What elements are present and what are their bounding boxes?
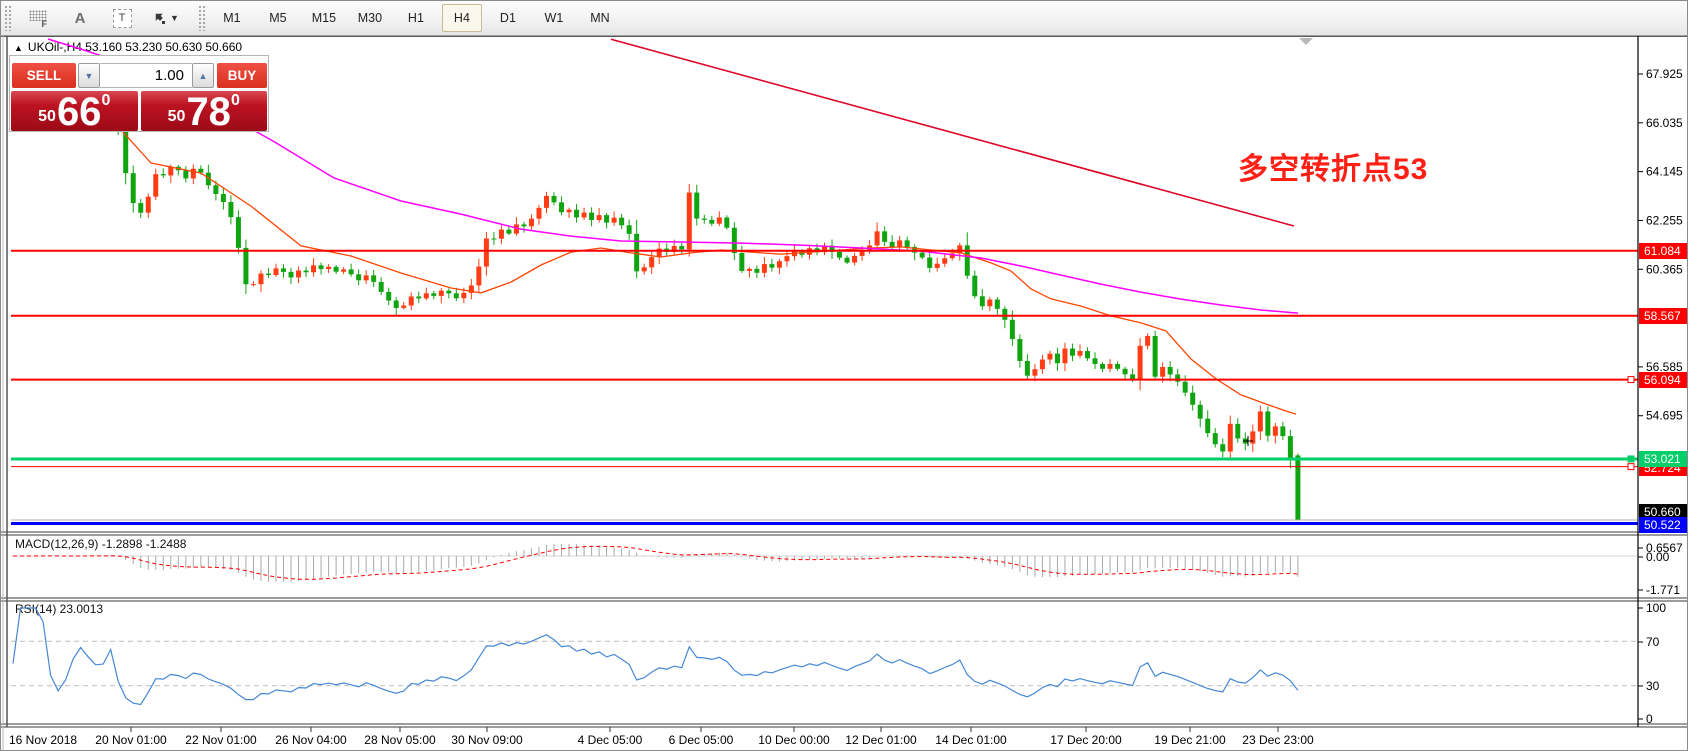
sell-button[interactable]: SELL <box>12 63 76 88</box>
bid-price-sup: 0 <box>101 92 111 109</box>
objects-grid-f-button[interactable]: F <box>20 4 56 32</box>
timeframe-button-MN[interactable]: MN <box>590 11 610 25</box>
chart-annotation-text[interactable]: 多空转折点53 <box>1238 153 1429 186</box>
ask-price-sup: 0 <box>230 92 240 109</box>
date-axis-label: 17 Dec 20:00 <box>1050 733 1122 747</box>
timeframe-button-W1[interactable]: W1 <box>544 11 564 25</box>
indicator-tick-label: 0.6567 <box>1646 541 1683 555</box>
price-tick-label: 64.145 <box>1646 165 1683 179</box>
macd-indicator-label: MACD(12,26,9) -1.2898 -1.2488 <box>15 537 187 551</box>
spin-down-icon: ▼ <box>84 70 94 81</box>
chart-shift-marker-icon[interactable] <box>1299 38 1313 45</box>
price-line-label: 56.094 <box>1644 373 1681 387</box>
text-label-button[interactable]: A <box>62 4 98 32</box>
price-tick-label: 67.925 <box>1646 67 1683 81</box>
date-axis-label: 26 Nov 04:00 <box>275 733 347 747</box>
date-axis-label: 20 Nov 01:00 <box>95 733 167 747</box>
trade-controls-row: SELL ▼ ▲ BUY <box>11 63 267 88</box>
line-handle[interactable] <box>1627 463 1635 471</box>
bid-price-small: 50 <box>38 108 56 125</box>
dropdown-caret-icon: ▼ <box>170 13 179 23</box>
price-line-label: 58.567 <box>1644 309 1681 323</box>
timeframe-button-H4[interactable]: H4 <box>441 4 482 32</box>
date-axis-label: 23 Dec 23:00 <box>1242 733 1314 747</box>
bid-price-tile[interactable]: 50 66 0 <box>11 90 138 134</box>
buy-button[interactable]: BUY <box>217 63 267 88</box>
timeframe-button-M1[interactable]: M1 <box>223 11 241 25</box>
rsi-indicator-label: RSI(14) 23.0013 <box>15 602 104 616</box>
cursor-mode-button[interactable]: ▼ <box>146 4 185 32</box>
date-axis-label: 12 Dec 01:00 <box>845 733 917 747</box>
volume-input[interactable] <box>100 63 192 88</box>
top-toolbar: F A T ▼ M1 M5 M15 M30 H1 H4 D1 W1 MN <box>1 1 1687 36</box>
price-line-label: 50.660 <box>1644 505 1681 519</box>
macd-histogram <box>20 543 1299 582</box>
volume-decrease-button[interactable]: ▼ <box>78 63 100 88</box>
toolbar-drag-handle[interactable] <box>4 5 11 31</box>
date-axis-label: 10 Dec 00:00 <box>758 733 830 747</box>
text-a-icon: A <box>74 9 86 27</box>
indicator-tick-label: -1.771 <box>1646 583 1680 597</box>
text-box-icon: T <box>112 8 132 28</box>
toolbar-drag-handle-2[interactable] <box>197 5 205 31</box>
timeframe-button-M5[interactable]: M5 <box>269 11 287 25</box>
indicator-tick-label: 100 <box>1646 601 1666 615</box>
rsi-line <box>12 607 1299 706</box>
price-tick-label: 56.585 <box>1646 360 1683 374</box>
price-line-label: 52.724 <box>1644 461 1681 475</box>
date-axis-label: 19 Dec 21:00 <box>1154 733 1226 747</box>
symbol-title-text: UKOil-,H4 53.160 53.230 50.630 50.660 <box>27 40 243 54</box>
date-axis-label: 6 Dec 05:00 <box>669 733 734 747</box>
date-axis-label: 22 Nov 01:00 <box>185 733 257 747</box>
price-line-label: 53.021 <box>1644 452 1681 466</box>
indicator-tick-label: 0.00 <box>1646 550 1670 564</box>
price-line-label: 50.522 <box>1644 518 1681 532</box>
volume-increase-button[interactable]: ▲ <box>192 63 214 88</box>
macd-signal-line <box>13 545 1298 580</box>
line-handle[interactable] <box>1627 376 1635 384</box>
indicator-tick-label: 70 <box>1646 635 1660 649</box>
objects-grid-f-icon: F <box>29 10 47 29</box>
one-click-trading-widget: SELL ▼ ▲ BUY 50 66 0 50 78 0 <box>9 55 269 132</box>
indicator-tick-label: 0 <box>1646 712 1653 726</box>
cursor-arrows-icon <box>155 13 165 24</box>
timeframe-button-D1[interactable]: D1 <box>499 11 516 25</box>
timeframe-bar: M1 M5 M15 M30 H1 H4 D1 W1 MN <box>209 4 623 32</box>
date-axis-label: 14 Dec 01:00 <box>935 733 1007 747</box>
date-axis-label: 16 Nov 2018 <box>9 733 77 747</box>
ask-price-big: 78 <box>186 90 231 134</box>
collapse-icon[interactable]: ▲ <box>14 43 23 53</box>
ask-price-small: 50 <box>167 108 186 125</box>
date-axis-label: 28 Nov 05:00 <box>364 733 436 747</box>
text-box-button[interactable]: T <box>104 4 140 32</box>
price-tick-label: 62.255 <box>1646 213 1683 227</box>
bid-price-big: 66 <box>56 90 102 134</box>
ask-price-tile[interactable]: 50 78 0 <box>140 90 267 134</box>
chart-ohlc-title: ▲ UKOil-,H4 53.160 53.230 50.630 50.660 <box>14 40 242 54</box>
price-tick-label: 60.365 <box>1646 262 1683 276</box>
price-line-label: 61.084 <box>1644 244 1681 258</box>
date-axis-label: 30 Nov 09:00 <box>451 733 523 747</box>
timeframe-button-H1[interactable]: H1 <box>407 11 424 25</box>
date-axis-label: 4 Dec 05:00 <box>578 733 643 747</box>
indicator-tick-label: 30 <box>1646 679 1660 693</box>
spin-up-icon: ▲ <box>198 70 208 81</box>
descending-trendline[interactable] <box>610 38 1295 227</box>
timeframe-button-M30[interactable]: M30 <box>357 11 383 25</box>
line-handle[interactable] <box>1627 455 1635 463</box>
timeframe-button-M15[interactable]: M15 <box>311 11 337 25</box>
price-tick-label: 54.695 <box>1646 409 1683 423</box>
price-tick-label: 66.035 <box>1646 116 1683 130</box>
bid-ask-tiles: 50 66 0 50 78 0 <box>11 90 267 134</box>
